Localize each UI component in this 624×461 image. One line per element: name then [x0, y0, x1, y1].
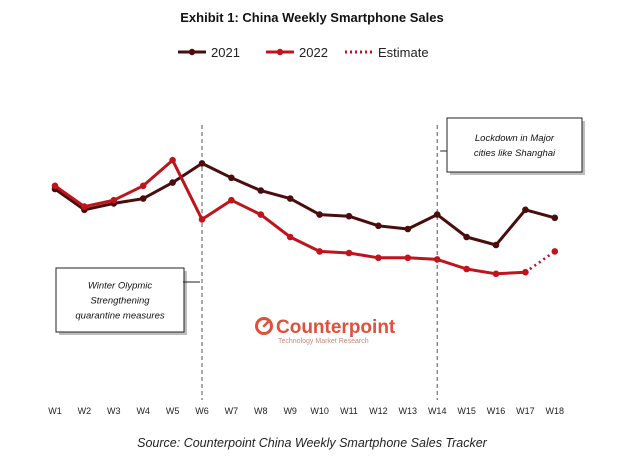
x-tick-label-w8: W8 [254, 406, 268, 416]
x-tick-label-w11: W11 [340, 406, 358, 416]
point-2022-w8 [257, 211, 265, 218]
point-2022-w13 [404, 254, 412, 262]
legend-label-estimate: Estimate [378, 45, 429, 60]
annotation-box-w14 [446, 117, 583, 173]
legend-label-2022: 2022 [299, 45, 328, 60]
point-2022-w14 [433, 256, 441, 263]
point-2021-w7 [228, 174, 235, 182]
watermark-brand-name: Counterpoint [276, 317, 396, 338]
series-line-2022 [53, 158, 527, 276]
point-2021-w13 [404, 225, 412, 233]
point-2022-w9 [286, 233, 294, 241]
x-tick-label-w17: W17 [516, 406, 535, 416]
x-tick-label-w6: W6 [195, 406, 209, 416]
x-tick-label-w16: W16 [487, 406, 506, 416]
x-tick-label-w7: W7 [225, 406, 239, 416]
counterpoint-logo-icon [255, 317, 273, 335]
point-2021-w10 [316, 211, 323, 218]
watermark-tagline: Technology Market Research [278, 338, 369, 345]
point-2022-w10 [316, 248, 323, 255]
chart-title: Exhibit 1: China Weekly Smartphone Sales [180, 10, 443, 25]
source-note: Source: Counterpoint China Weekly Smartp… [137, 436, 488, 450]
point-2022-w6 [198, 216, 206, 223]
point-2021-w18 [551, 214, 559, 222]
legend-label-2021: 2021 [211, 45, 240, 60]
point-2022-w15 [463, 265, 470, 273]
x-tick-label-w10: W10 [310, 406, 329, 416]
point-2021-w16 [492, 241, 500, 249]
legend: 2021 2022 Estimate [178, 45, 429, 60]
point-2022-w7 [228, 196, 235, 204]
x-tick-label-w4: W4 [136, 406, 150, 416]
point-2022-w16 [492, 270, 500, 278]
annotation-text-w6-0: Winter Olypmic [88, 281, 153, 292]
x-axis-tick-labels: W1 W2 W3 W4 W5 W6 W7 W8 W9 W10 W11 W12 W13 W14 W15 W16 W… [48, 406, 564, 416]
point-2021-w11 [345, 212, 353, 220]
series-line-2021 [53, 161, 557, 247]
point-2022-w1 [51, 182, 59, 190]
x-tick-label-w3: W3 [107, 406, 121, 416]
x-tick-label-w5: W5 [166, 406, 180, 416]
series-lines [51, 156, 559, 278]
point-2021-w14 [433, 211, 441, 218]
x-tick-label-w12: W12 [369, 406, 388, 416]
point-2022-w2 [81, 203, 88, 210]
counterpoint-watermark: Counterpoint Technology Market Research [255, 317, 396, 345]
point-2021-w6 [198, 160, 206, 167]
point-estimate-w18 [551, 248, 559, 255]
point-2021-w9 [286, 195, 294, 202]
point-2022-w11 [345, 249, 353, 257]
series-line-estimate [524, 250, 556, 274]
x-tick-label-w15: W15 [457, 406, 476, 416]
point-2021-w8 [257, 187, 265, 194]
x-tick-label-w1: W1 [48, 406, 62, 416]
point-2022-w4 [139, 182, 147, 190]
annotation-text-w14-0: Lockdown in Major [475, 133, 555, 144]
legend-marker-2022 [276, 48, 284, 56]
annotation-boxes: Winter Olypmic Strengthening quarantine me… [55, 117, 585, 335]
point-2022-w12 [375, 254, 382, 262]
x-tick-label-w2: W2 [78, 406, 92, 416]
annotation-text-w6-1: Strengthening [90, 296, 150, 307]
point-2021-w15 [463, 233, 470, 241]
point-2021-w5 [169, 179, 176, 186]
x-tick-label-w13: W13 [399, 406, 418, 416]
annotation-lines [201, 125, 438, 400]
point-2022-w5 [169, 156, 176, 164]
x-tick-label-w14: W14 [428, 406, 447, 416]
point-2022-w3 [110, 196, 118, 204]
legend-marker-2021 [188, 48, 196, 56]
annotation-text-w6-2: quarantine measures [75, 311, 164, 322]
x-tick-label-w9: W9 [283, 406, 297, 416]
point-2021-w17 [522, 206, 529, 214]
annotation-box-w6 [55, 267, 185, 333]
point-2021-w4 [139, 195, 147, 202]
annotation-text-w14-1: cities like Shanghai [474, 148, 556, 159]
point-2021-w12 [375, 222, 382, 230]
x-tick-label-w18: W18 [546, 406, 565, 416]
